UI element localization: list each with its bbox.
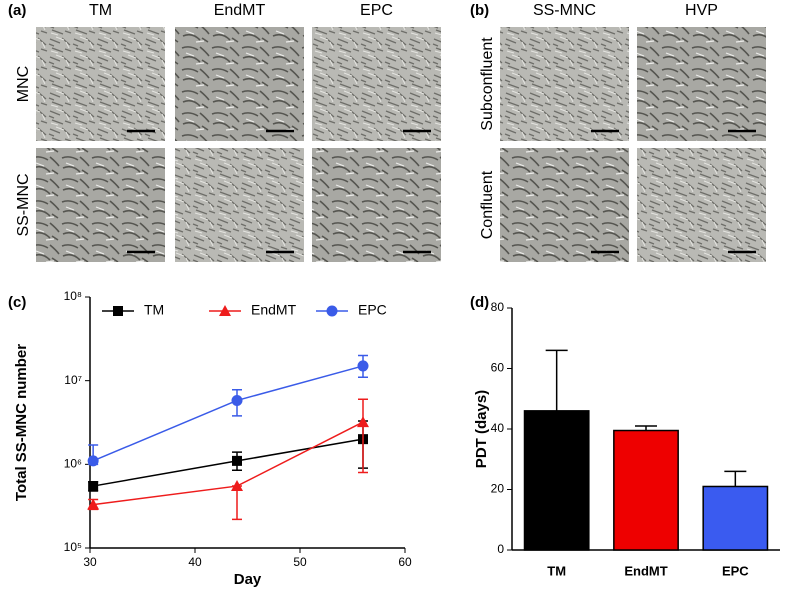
micrograph xyxy=(36,148,165,262)
data-point xyxy=(357,416,369,428)
column-label: SS-MNC xyxy=(533,2,596,19)
micrograph xyxy=(500,27,629,141)
data-point xyxy=(232,455,242,466)
row-label: MNC xyxy=(15,66,32,102)
panel-label: (a) xyxy=(8,2,26,19)
series-line xyxy=(93,421,364,506)
y-tick-label: 60 xyxy=(491,361,505,375)
legend-marker xyxy=(113,306,123,316)
micrograph xyxy=(312,148,441,262)
bar xyxy=(613,429,679,551)
column-label: TM xyxy=(89,2,112,19)
y-axis-label: PDT (days) xyxy=(473,390,490,468)
data-point xyxy=(88,481,99,492)
column-label: EPC xyxy=(360,2,393,19)
x-tick-label: 40 xyxy=(188,555,202,569)
legend-marker xyxy=(326,305,338,317)
error-bar xyxy=(358,398,368,474)
error-bar xyxy=(724,470,747,487)
column-label: EndMT xyxy=(214,2,266,19)
micrograph xyxy=(637,148,766,262)
x-tick-label: TM xyxy=(547,563,566,578)
y-tick-label: 20 xyxy=(491,482,505,496)
micrograph xyxy=(175,148,304,262)
column-label: HVP xyxy=(685,2,718,19)
panel-label: (b) xyxy=(470,2,489,19)
panel-label: (c) xyxy=(8,294,26,311)
micrograph xyxy=(312,27,441,141)
y-tick-label: 10⁶ xyxy=(64,457,82,471)
legend-label: EndMT xyxy=(251,302,297,318)
row-label: SS-MNC xyxy=(15,173,32,236)
y-tick-label: 10⁷ xyxy=(64,373,82,387)
y-tick-label: 40 xyxy=(491,421,505,435)
y-tick-label: 0 xyxy=(497,542,504,556)
data-point xyxy=(87,455,99,467)
micrograph xyxy=(36,27,165,141)
data-point xyxy=(87,498,100,510)
y-axis-label: Total SS-MNC number xyxy=(13,344,30,501)
micrograph xyxy=(637,27,766,141)
x-axis-label: Day xyxy=(234,571,262,588)
micrograph xyxy=(175,27,304,141)
data-point xyxy=(231,480,243,492)
panel-label: (d) xyxy=(470,294,489,311)
y-tick-label: 10⁸ xyxy=(64,289,82,303)
bar xyxy=(702,485,769,551)
row-label: Subconfluent xyxy=(479,37,496,131)
x-tick-label: 60 xyxy=(398,555,412,569)
y-tick-label: 10⁵ xyxy=(64,540,82,554)
x-tick-label: EPC xyxy=(722,563,749,578)
data-point xyxy=(357,360,369,372)
micrograph xyxy=(500,148,629,262)
bar xyxy=(523,410,590,551)
x-tick-label: 30 xyxy=(83,555,97,569)
data-point xyxy=(231,394,243,406)
row-label: Confluent xyxy=(479,170,496,239)
x-tick-label: EndMT xyxy=(624,563,667,578)
legend-label: EPC xyxy=(358,302,387,318)
micrographs xyxy=(36,27,766,262)
x-tick-label: 50 xyxy=(293,555,307,569)
series-line xyxy=(93,438,364,487)
error-bar xyxy=(635,425,657,431)
error-bar xyxy=(545,349,568,411)
legend-marker xyxy=(219,305,231,316)
y-tick-label: 80 xyxy=(491,300,505,314)
legend-label: TM xyxy=(144,302,164,318)
